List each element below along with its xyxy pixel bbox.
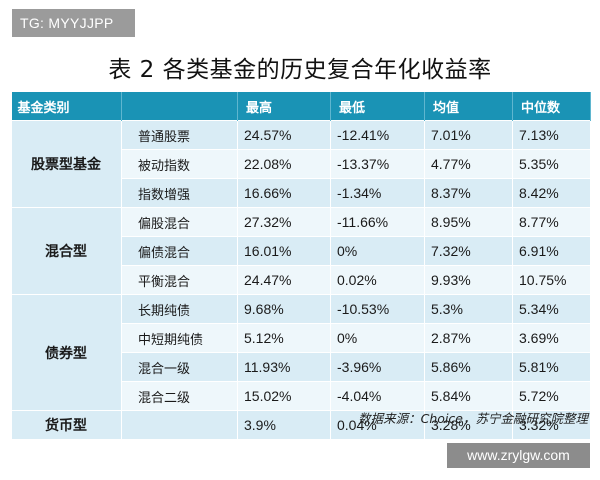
min-cell: 0.02% [330,265,425,295]
category-cell: 债券型 [11,294,122,411]
table-row: 股票型基金 普通股票 24.57% -12.41% 7.01% 7.13% [11,120,591,208]
mean-cell: 8.37% [424,178,513,208]
median-cell: 3.69% [512,323,591,353]
table-row: 债券型 长期纯债 9.68% -10.53% 5.3% 5.34% [11,294,591,411]
mean-cell: 7.01% [424,120,513,150]
min-cell: -3.96% [330,352,425,382]
mean-cell: 5.3% [424,294,513,324]
watermark-top: TG: MYYJJPP [12,9,135,37]
table-row: 中短期纯债 5.12% 0% 2.87% 3.69% [12,323,591,353]
min-cell: 0.04% [330,410,425,440]
header-category: 基金类别 [11,92,122,121]
min-cell: -1.34% [330,178,425,208]
table-row: 被动指数 22.08% -13.37% 4.77% 5.35% [12,149,591,179]
header-subcategory [121,92,238,121]
returns-table: 基金类别 最高 最低 均值 中位数 股票型基金 普通股票 24.57% -12.… [11,92,591,440]
header-median: 中位数 [512,92,591,121]
max-cell: 15.02% [237,381,331,411]
max-cell: 16.01% [237,236,331,266]
min-cell: -12.41% [330,120,425,150]
subcategory-cell: 混合一级 [121,352,238,382]
subcategory-cell: 指数增强 [121,178,238,208]
mean-cell: 2.87% [424,323,513,353]
watermark-bottom: www.zrylgw.com [447,443,590,468]
table-title: 表 2 各类基金的历史复合年化收益率 [108,57,492,83]
min-cell: 0% [330,323,425,353]
category-cell: 股票型基金 [11,120,122,208]
table-row: 指数增强 16.66% -1.34% 8.37% 8.42% [12,178,591,208]
table-row: 混合二级 15.02% -4.04% 5.84% 5.72% [12,381,591,411]
category-cell: 混合型 [11,207,122,295]
source-note: 数据来源：Choice，苏宁金融研究院整理 [358,411,588,426]
subcategory-cell: 普通股票 [121,120,238,150]
mean-cell: 9.93% [424,265,513,295]
median-cell: 5.35% [512,149,591,179]
header-min: 最低 [330,92,425,121]
table-header-row: 基金类别 最高 最低 均值 中位数 [11,92,591,121]
min-cell: 0% [330,236,425,266]
median-cell: 5.81% [512,352,591,382]
max-cell: 5.12% [237,323,331,353]
median-cell: 6.91% [512,236,591,266]
median-cell: 3.32% [512,410,591,440]
subcategory-cell: 混合二级 [121,381,238,411]
max-cell: 16.66% [237,178,331,208]
max-cell: 11.93% [237,352,331,382]
min-cell: -4.04% [330,381,425,411]
header-max: 最高 [237,92,331,121]
header-mean: 均值 [424,92,513,121]
median-cell: 10.75% [512,265,591,295]
subcategory-cell: 偏股混合 [121,207,238,237]
max-cell: 22.08% [237,149,331,179]
max-cell: 9.68% [237,294,331,324]
subcategory-cell: 偏债混合 [121,236,238,266]
table-row: 平衡混合 24.47% 0.02% 9.93% 10.75% [12,265,591,295]
median-cell: 8.77% [512,207,591,237]
table-row: 偏债混合 16.01% 0% 7.32% 6.91% [12,236,591,266]
min-cell: -10.53% [330,294,425,324]
mean-cell: 7.32% [424,236,513,266]
subcategory-cell: 中短期纯债 [121,323,238,353]
median-cell: 5.72% [512,381,591,411]
subcategory-cell: 被动指数 [121,149,238,179]
max-cell: 3.9% [237,410,331,440]
median-cell: 7.13% [512,120,591,150]
subcategory-cell: 平衡混合 [121,265,238,295]
table-row: 货币型 3.9% 0.04% 3.28% 3.32% [11,410,591,440]
category-cell: 货币型 [11,410,122,440]
table-row: 混合型 偏股混合 27.32% -11.66% 8.95% 8.77% [11,207,591,295]
median-cell: 8.42% [512,178,591,208]
subcategory-cell [121,410,238,440]
min-cell: -11.66% [330,207,425,237]
mean-cell: 4.77% [424,149,513,179]
mean-cell: 5.86% [424,352,513,382]
max-cell: 24.57% [237,120,331,150]
max-cell: 27.32% [237,207,331,237]
subcategory-cell: 长期纯债 [121,294,238,324]
table-row: 混合一级 11.93% -3.96% 5.86% 5.81% [12,352,591,382]
max-cell: 24.47% [237,265,331,295]
median-cell: 5.34% [512,294,591,324]
mean-cell: 5.84% [424,381,513,411]
mean-cell: 8.95% [424,207,513,237]
min-cell: -13.37% [330,149,425,179]
